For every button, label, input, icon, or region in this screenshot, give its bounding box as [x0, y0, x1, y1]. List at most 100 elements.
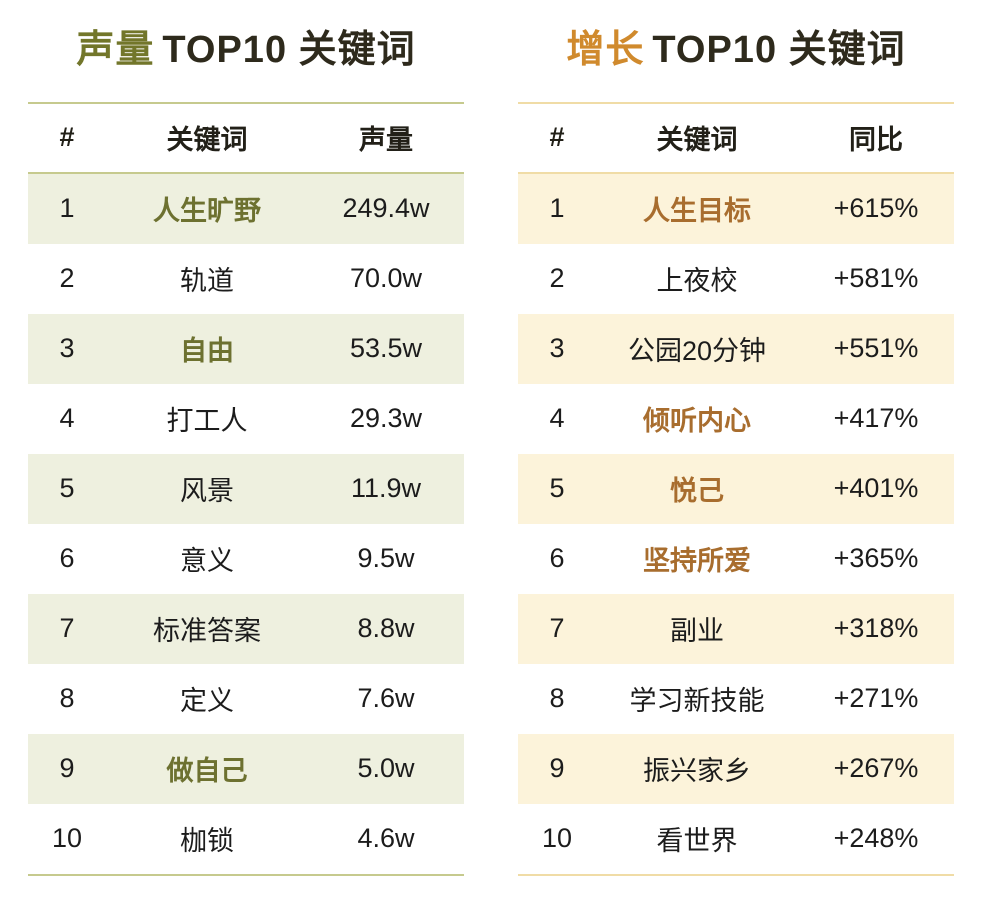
value-cell: +318%: [833, 613, 919, 644]
value-cell: 249.4w: [342, 193, 430, 224]
value-cell: 11.9w: [350, 473, 422, 504]
header-rank: #: [59, 122, 75, 153]
table-row: 6 坚持所爱 +365%: [518, 524, 954, 594]
table-row: 1 人生目标 +615%: [518, 173, 954, 244]
volume-top10-table: 声量 TOP10 关键词 # 关键词 声量 1 人生旷野 249.4w 2 轨道 …: [28, 16, 464, 876]
keyword-cell: 学习新技能: [629, 686, 765, 717]
keyword-cell: 人生旷野: [153, 196, 261, 227]
value-cell: 7.6w: [357, 683, 415, 714]
table-row: 2 上夜校 +581%: [518, 244, 954, 314]
growth-table-header: # 关键词 同比: [518, 104, 954, 174]
keyword-cell: 轨道: [180, 266, 234, 297]
rank-cell: 8: [59, 683, 75, 714]
growth-top10-table: 增长 TOP10 关键词 # 关键词 同比 1 人生目标 +615% 2 上夜校 …: [518, 16, 954, 876]
value-cell: +615%: [833, 193, 919, 224]
table-row: 7 副业 +318%: [518, 593, 954, 664]
table-row: 5 风景 11.9w: [28, 453, 464, 524]
table-row: 4 打工人 29.3w: [28, 384, 464, 454]
volume-table: # 关键词 声量 1 人生旷野 249.4w 2 轨道 70.0w 3 自由: [28, 101, 464, 876]
rank-cell: 1: [549, 193, 565, 224]
volume-title-rest: TOP10 关键词: [162, 29, 416, 71]
rank-cell: 2: [59, 263, 75, 294]
keyword-cell: 公园20分钟: [627, 336, 767, 367]
keyword-cell: 自由: [180, 336, 234, 367]
rank-cell: 9: [59, 753, 75, 784]
volume-table-body: 1 人生旷野 249.4w 2 轨道 70.0w 3 自由 53.5w 4 打工…: [28, 173, 464, 876]
growth-table: # 关键词 同比 1 人生目标 +615% 2 上夜校 +581% 3 公园20…: [518, 101, 954, 876]
table-row: 8 定义 7.6w: [28, 664, 464, 734]
value-cell: 29.3w: [349, 403, 423, 434]
keyword-cell: 坚持所爱: [643, 546, 751, 577]
rank-cell: 5: [549, 473, 565, 504]
keyword-cell: 定义: [180, 686, 234, 717]
volume-table-header: # 关键词 声量: [28, 104, 464, 174]
table-row: 6 意义 9.5w: [28, 524, 464, 594]
rank-cell: 7: [549, 613, 565, 644]
rank-cell: 3: [59, 333, 75, 364]
value-cell: +267%: [833, 753, 919, 784]
rank-cell: 4: [549, 403, 565, 434]
rank-cell: 10: [541, 823, 573, 854]
header-keyword: 关键词: [656, 125, 738, 156]
value-cell: +401%: [833, 473, 919, 504]
table-row: 8 学习新技能 +271%: [518, 664, 954, 734]
table-row: 7 标准答案 8.8w: [28, 593, 464, 664]
rank-cell: 10: [51, 823, 83, 854]
rank-cell: 4: [59, 403, 75, 434]
growth-table-title: 增长 TOP10 关键词: [518, 16, 954, 102]
value-cell: 4.6w: [357, 823, 415, 854]
table-row: 5 悦己 +401%: [518, 453, 954, 524]
rank-cell: 9: [549, 753, 565, 784]
header-keyword: 关键词: [166, 125, 248, 156]
keyword-cell: 悦己: [670, 476, 724, 507]
rank-cell: 3: [549, 333, 565, 364]
value-cell: +551%: [833, 333, 919, 364]
keyword-cell: 枷锁: [180, 826, 234, 857]
value-cell: 5.0w: [357, 753, 415, 784]
table-row: 10 看世界 +248%: [518, 804, 954, 874]
keyword-cell: 打工人: [166, 406, 248, 437]
rank-cell: 5: [59, 473, 75, 504]
keyword-cell: 副业: [670, 616, 724, 647]
value-cell: +365%: [833, 543, 919, 574]
growth-title-rest: TOP10 关键词: [652, 29, 906, 71]
value-cell: +581%: [833, 263, 919, 294]
table-row: 3 自由 53.5w: [28, 313, 464, 384]
value-cell: +248%: [833, 823, 919, 854]
value-cell: 9.5w: [357, 543, 415, 574]
rank-cell: 6: [59, 543, 75, 574]
growth-title-accent: 增长: [566, 29, 645, 71]
keyword-cell: 意义: [180, 546, 234, 577]
keyword-cell: 风景: [180, 476, 234, 507]
table-row: 3 公园20分钟 +551%: [518, 313, 954, 384]
value-cell: 70.0w: [349, 263, 423, 294]
growth-table-body: 1 人生目标 +615% 2 上夜校 +581% 3 公园20分钟 +551% …: [518, 173, 954, 876]
table-row: 1 人生旷野 249.4w: [28, 173, 464, 244]
keyword-cell: 倾听内心: [643, 406, 751, 437]
table-row: 2 轨道 70.0w: [28, 244, 464, 314]
keyword-tables-panel: 声量 TOP10 关键词 # 关键词 声量 1 人生旷野 249.4w 2 轨道 …: [28, 16, 954, 876]
value-cell: +417%: [833, 403, 919, 434]
rank-cell: 6: [549, 543, 565, 574]
header-rank: #: [549, 122, 565, 153]
keyword-cell: 人生目标: [643, 196, 751, 227]
volume-title-accent: 声量: [76, 29, 155, 71]
header-volume: 声量: [359, 125, 413, 156]
value-cell: 8.8w: [357, 613, 415, 644]
rank-cell: 1: [59, 193, 75, 224]
keyword-cell: 上夜校: [656, 266, 738, 297]
table-row: 9 振兴家乡 +267%: [518, 733, 954, 804]
keyword-cell: 标准答案: [153, 616, 261, 647]
keyword-cell: 振兴家乡: [643, 756, 751, 787]
keyword-cell: 做自己: [166, 756, 248, 787]
rank-cell: 2: [549, 263, 565, 294]
table-row: 10 枷锁 4.6w: [28, 804, 464, 874]
rank-cell: 7: [59, 613, 75, 644]
table-row: 9 做自己 5.0w: [28, 733, 464, 804]
volume-table-title: 声量 TOP10 关键词: [28, 16, 464, 102]
keyword-cell: 看世界: [656, 826, 738, 857]
value-cell: +271%: [833, 683, 919, 714]
rank-cell: 8: [549, 683, 565, 714]
header-yoy: 同比: [849, 125, 903, 156]
table-row: 4 倾听内心 +417%: [518, 384, 954, 454]
